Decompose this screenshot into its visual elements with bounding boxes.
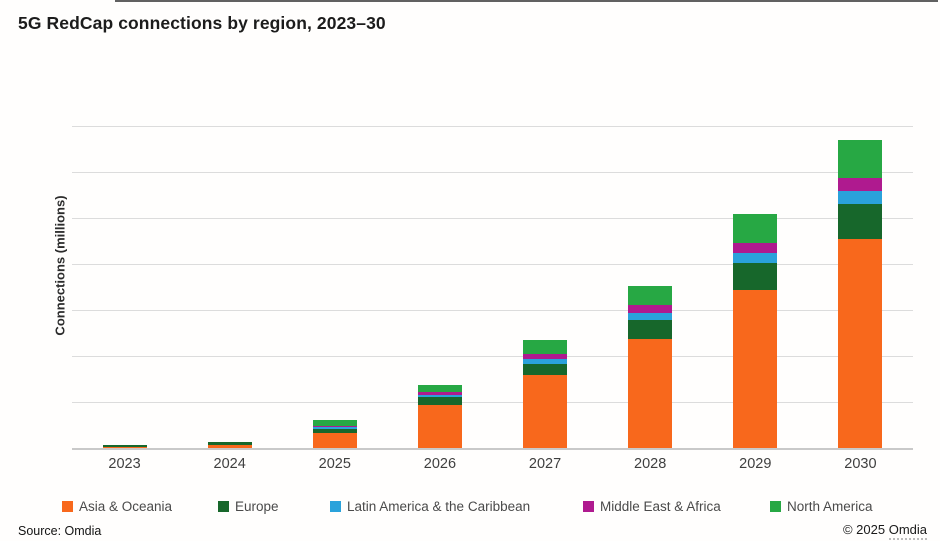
legend-item-europe: Europe [218,498,279,514]
bar-segment-asia-oceania [838,238,883,448]
bar-segment-middle-east-africa [838,178,883,191]
bar-segment-north-america [838,140,883,179]
legend-label: Asia & Oceania [79,498,173,514]
gridline [72,310,913,311]
bar-segment-europe [312,428,357,434]
legend-swatch-europe [218,500,229,512]
legend-item-asia-oceania: Asia & Oceania [62,498,172,514]
bar-segment-europe [207,442,252,445]
x-tick-2025: 2025 [318,456,351,472]
bar-2029 [733,213,778,448]
bar-segment-north-america [312,420,357,426]
bar-segment-europe [733,263,778,290]
gridline [72,218,913,219]
legend-item-middle-east-africa: Middle East & Africa [583,498,721,514]
bar-segment-europe [838,203,883,239]
bar-segment-middle-east-africa [733,242,778,253]
x-tick-2027: 2027 [528,456,562,472]
bar-segment-asia-oceania [628,338,673,448]
bar-segment-asia-oceania [102,447,147,448]
legend-swatch-asia-oceania [62,500,73,512]
bar-2025 [312,420,357,448]
bar-segment-europe [523,363,568,376]
bar-segment-asia-oceania [312,433,357,448]
bar-2026 [417,384,462,448]
x-tick-2026: 2026 [423,456,457,472]
bar-segment-north-america [523,340,568,354]
bar-2030 [838,140,883,448]
x-tick-2029: 2029 [739,456,772,472]
bar-segment-asia-oceania [733,289,778,448]
bar-segment-asia-oceania [417,404,462,448]
legend-item-north-america: North America [770,498,873,514]
legend-label: Europe [235,498,279,514]
gridline [72,172,913,173]
bar-segment-latin-america-the-caribbean [733,252,778,264]
bar-segment-asia-oceania [207,444,252,448]
bar-segment-middle-east-africa [417,391,462,395]
chart-title: 5G RedCap connections by region, 2023–30 [18,13,386,33]
gridline [72,126,913,127]
legend-label: North America [787,498,873,514]
bar-2023 [102,445,147,448]
legend-swatch-latin-america-the-caribbean [330,500,341,512]
bar-segment-latin-america-the-caribbean [838,190,883,204]
bar-segment-europe [417,397,462,405]
bar-2024 [207,442,252,448]
gridline [72,264,913,265]
legend-item-latin-america-the-caribbean: Latin America & the Caribbean [330,498,530,514]
copyright-year: © 2025 [842,522,889,537]
x-tick-2024: 2024 [213,456,246,472]
copyright-brand: Omdia [888,522,927,540]
y-axis-label: Connections (millions) [52,195,68,336]
bar-segment-latin-america-the-caribbean [312,427,357,429]
bar-2027 [523,340,568,448]
bar-2028 [628,286,673,448]
bar-segment-latin-america-the-caribbean [417,394,462,398]
x-tick-2030: 2030 [844,456,877,472]
legend-label: Latin America & the Caribbean [347,498,531,514]
bar-segment-north-america [733,213,778,243]
x-tick-2028: 2028 [634,456,667,472]
legend-swatch-north-america [770,500,781,512]
bar-segment-latin-america-the-caribbean [628,312,673,320]
gridline [72,402,913,403]
window-top-edge [115,0,938,2]
x-axis-line [72,448,913,450]
copyright-note: © 2025 Omdia [842,522,927,540]
bar-segment-europe [102,445,147,448]
x-tick-2023: 2023 [108,456,141,472]
bar-segment-north-america [417,384,462,392]
bar-segment-europe [628,319,673,339]
bar-segment-middle-east-africa [523,353,568,360]
legend-label: Middle East & Africa [600,498,721,514]
bar-segment-latin-america-the-caribbean [523,359,568,364]
bar-segment-north-america [628,286,673,306]
bar-segment-middle-east-africa [628,305,673,313]
bar-segment-asia-oceania [523,375,568,448]
bar-segment-middle-east-africa [312,425,357,428]
gridline [72,356,913,357]
source-note: Source: Omdia [18,524,102,538]
legend-swatch-middle-east-africa [583,500,594,512]
